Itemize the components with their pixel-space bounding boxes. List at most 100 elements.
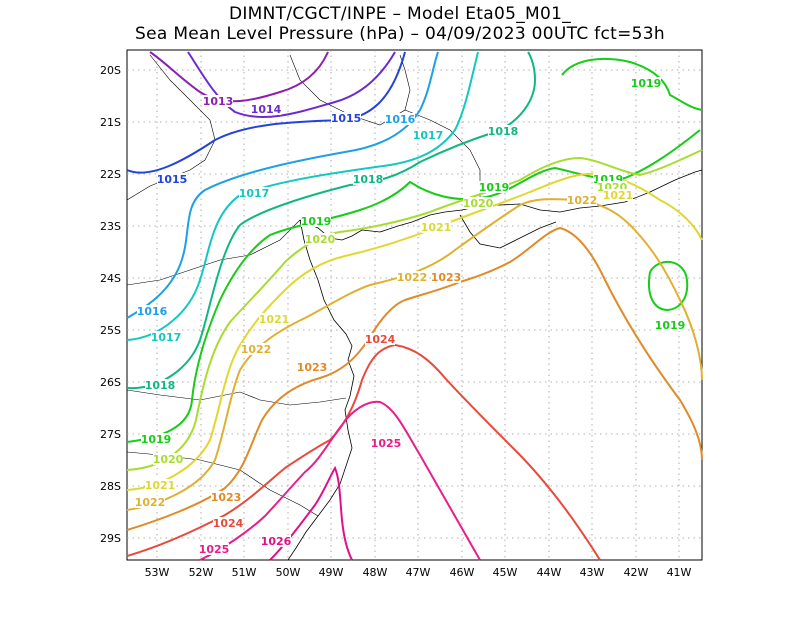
- isobar-label-1015: 1015: [157, 173, 188, 186]
- isobar-label-1021: 1021: [421, 221, 452, 234]
- isobar-label-bg: [301, 215, 331, 227]
- isobar-label-bg: [421, 221, 451, 233]
- isobar-label-1023: 1023: [431, 271, 462, 284]
- isobar-label-1017: 1017: [239, 187, 270, 200]
- isobar-label-bg: [365, 333, 395, 345]
- isobar-label-bg: [297, 361, 327, 373]
- lon-label: 53W: [145, 566, 170, 579]
- isobar-label-bg: [135, 496, 165, 508]
- lat-label: 23S: [100, 220, 121, 233]
- lat-label: 26S: [100, 376, 121, 389]
- gridlines: [127, 50, 702, 560]
- isobar-label-1013: 1013: [203, 95, 234, 108]
- lat-label: 29S: [100, 532, 121, 545]
- isobar-label-1020: 1020: [153, 453, 184, 466]
- isobar-1017: [126, 51, 479, 341]
- isobar-label-1022: 1022: [397, 271, 428, 284]
- isobar-label-bg: [151, 331, 181, 343]
- isobar-label-bg: [603, 189, 633, 201]
- isobar-1025: [199, 400, 481, 561]
- isobar-label-1020: 1020: [463, 197, 494, 210]
- map-title: DIMNT/CGCT/INPE – Model Eta05_M01_ Sea M…: [0, 4, 800, 44]
- isobar-label-bg: [631, 77, 661, 89]
- lon-label: 51W: [232, 566, 257, 579]
- isobar-label-bg: [211, 491, 241, 503]
- isobar-label-1018: 1018: [145, 379, 176, 392]
- isobar-label-1025: 1025: [199, 543, 230, 556]
- lon-label: 49W: [319, 566, 344, 579]
- lat-label: 21S: [100, 116, 121, 129]
- lon-label: 43W: [580, 566, 605, 579]
- lat-label: 28S: [100, 480, 121, 493]
- isobar-lines: [126, 51, 703, 561]
- isobar-label-bg: [145, 379, 175, 391]
- isobar-1016: [126, 51, 439, 319]
- isobar-label-bg: [331, 112, 361, 124]
- isobar-label-bg: [655, 319, 685, 331]
- isobar-label-1022: 1022: [241, 343, 272, 356]
- isobar-1015: [126, 51, 406, 174]
- isobar-label-bg: [141, 433, 171, 445]
- isobar-label-bg: [413, 129, 443, 141]
- lat-label: 24S: [100, 272, 121, 285]
- isobar-label-bg: [239, 187, 269, 199]
- isobar-label-1017: 1017: [151, 331, 182, 344]
- state-borders: [126, 54, 481, 517]
- isobar-label-1017: 1017: [413, 129, 444, 142]
- isobar-label-1018: 1018: [488, 125, 519, 138]
- isobar-1013: [149, 51, 329, 103]
- isobar-label-1018: 1018: [353, 173, 384, 186]
- lon-label: 52W: [189, 566, 214, 579]
- lon-label: 44W: [537, 566, 562, 579]
- isobar-label-bg: [261, 535, 291, 547]
- lon-label: 48W: [363, 566, 388, 579]
- isobar-label-1024: 1024: [365, 333, 396, 346]
- isobar-label-bg: [259, 313, 289, 325]
- isobar-label-1019: 1019: [655, 319, 686, 332]
- lon-label: 41W: [667, 566, 692, 579]
- isobar-label-bg: [305, 233, 335, 245]
- lon-label: 45W: [493, 566, 518, 579]
- isobar-label-1025: 1025: [371, 437, 402, 450]
- isobar-label-1021: 1021: [603, 189, 634, 202]
- isobar-label-1026: 1026: [261, 535, 292, 548]
- isobar-1019: [126, 129, 701, 443]
- isobar-1023: [126, 226, 703, 531]
- isobar-label-bg: [488, 125, 518, 137]
- lat-label: 20S: [100, 64, 121, 77]
- isobar-label-1019: 1019: [631, 77, 662, 90]
- axis-labels: 20S 21S 22S 23S 24S 25S 26S 27S 28S 29S 53W 52W 51W 5…: [100, 64, 692, 579]
- title-line-2: Sea Mean Level Pressure (hPa) – 04/09/20…: [135, 24, 665, 44]
- isobar-label-1023: 1023: [297, 361, 328, 374]
- title-line-1: DIMNT/CGCT/INPE – Model Eta05_M01_: [228, 4, 572, 24]
- isobar-label-1016: 1016: [385, 113, 416, 126]
- isobar-label-bg: [199, 543, 229, 555]
- lat-label: 22S: [100, 168, 121, 181]
- isobar-label-bg: [251, 103, 281, 115]
- isobar-label-1019: 1019: [301, 215, 332, 228]
- isobar-label-bg: [397, 271, 427, 283]
- isobar-label-bg: [567, 194, 597, 206]
- isobar-labels: 1013 1014 1015 1015 1016 1016 1017 1017 1017 1018…: [135, 77, 686, 556]
- lon-label: 42W: [624, 566, 649, 579]
- isobar-label-bg: [463, 197, 493, 209]
- lon-label: 46W: [450, 566, 475, 579]
- isobar-label-1019: 1019: [479, 181, 510, 194]
- isobar-1019: [648, 260, 689, 312]
- isobar-label-bg: [157, 173, 187, 185]
- isobar-label-bg: [479, 181, 509, 193]
- isobar-1024: [126, 343, 601, 561]
- isobar-label-bg: [213, 517, 243, 529]
- isobar-label-1020: 1020: [305, 233, 336, 246]
- isobar-label-bg: [431, 271, 461, 283]
- isobar-label-bg: [203, 95, 233, 107]
- isobar-1026: [269, 465, 353, 561]
- isobar-1014: [187, 51, 396, 118]
- isobar-1020: [126, 149, 703, 471]
- isobar-label-bg: [145, 479, 175, 491]
- lat-label: 27S: [100, 428, 121, 441]
- lat-label: 25S: [100, 324, 121, 337]
- isobar-label-1021: 1021: [259, 313, 290, 326]
- isobar-label-bg: [371, 437, 401, 449]
